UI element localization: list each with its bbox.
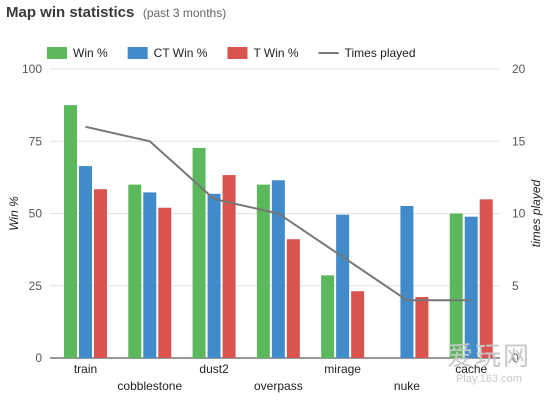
bar-ct-win-mirage	[336, 214, 350, 358]
x-tick-label-cobblestone: cobblestone	[117, 379, 182, 393]
y-tick-label: 25	[29, 279, 43, 293]
watermark-logo: 爱玩网 Play.163.com	[430, 336, 548, 396]
chart-title-main: Map win statistics	[6, 4, 135, 21]
y2-tick-label: 0	[512, 351, 519, 365]
bar-t-win-cache	[479, 199, 493, 358]
bar-win-cache	[449, 213, 463, 358]
bar-ct-win-overpass	[271, 180, 285, 358]
bar-t-win-train	[94, 189, 107, 358]
bar-t-win-cobblestone	[158, 207, 172, 358]
bar-win-train	[64, 105, 77, 358]
bar-ct-win-nuke	[400, 205, 414, 358]
legend-label-win: Win %	[73, 46, 108, 60]
legend-label-t-win: T Win %	[253, 46, 298, 60]
x-tick-label-mirage: mirage	[324, 362, 361, 376]
watermark-url: Play.163.com	[456, 373, 522, 385]
watermark-text: 爱玩网	[446, 342, 531, 372]
y-tick-label: 100	[22, 62, 42, 76]
y-tick-label: 75	[29, 134, 43, 148]
bar-win-mirage	[321, 275, 335, 358]
y-axis-title: Win %	[7, 196, 21, 231]
bar-ct-win-cache	[464, 216, 478, 358]
x-tick-label-dust2: dust2	[199, 362, 229, 376]
y-tick-label: 50	[29, 207, 43, 221]
legend-swatch-win	[47, 47, 67, 59]
chart-title-subtitle: (past 3 months)	[142, 6, 227, 20]
bar-t-win-nuke	[415, 297, 429, 358]
x-tick-label-nuke: nuke	[394, 379, 420, 393]
y2-tick-label: 20	[512, 62, 526, 76]
line-times-played	[85, 125, 472, 302]
legend-label-times-played: Times played	[345, 46, 416, 60]
bar-win-overpass	[256, 184, 270, 358]
y2-tick-label: 5	[512, 279, 519, 293]
bar-t-win-dust2	[222, 175, 236, 358]
x-tick-label-train: train	[74, 362, 97, 376]
bar-win-dust2	[192, 147, 206, 358]
legend-swatch-t-win	[227, 47, 248, 59]
y-tick-label: 0	[35, 351, 42, 365]
bar-ct-win-cobblestone	[143, 192, 157, 358]
bar-ct-win-train	[79, 166, 92, 358]
legend-swatch-ct-win	[127, 47, 148, 59]
bar-t-win-overpass	[286, 239, 300, 358]
bar-t-win-mirage	[351, 291, 365, 358]
y2-tick-label: 15	[512, 134, 526, 148]
x-tick-label-cache: cache	[455, 362, 487, 376]
bar-win-cobblestone	[128, 184, 142, 358]
y2-axis-title: times played	[529, 179, 543, 247]
legend-label-ct-win: CT Win %	[154, 46, 208, 60]
x-tick-label-overpass: overpass	[254, 379, 303, 393]
chart-title: Map win statistics (past 3 months)	[6, 4, 226, 22]
y2-tick-label: 10	[512, 207, 526, 221]
bar-ct-win-dust2	[207, 193, 221, 358]
